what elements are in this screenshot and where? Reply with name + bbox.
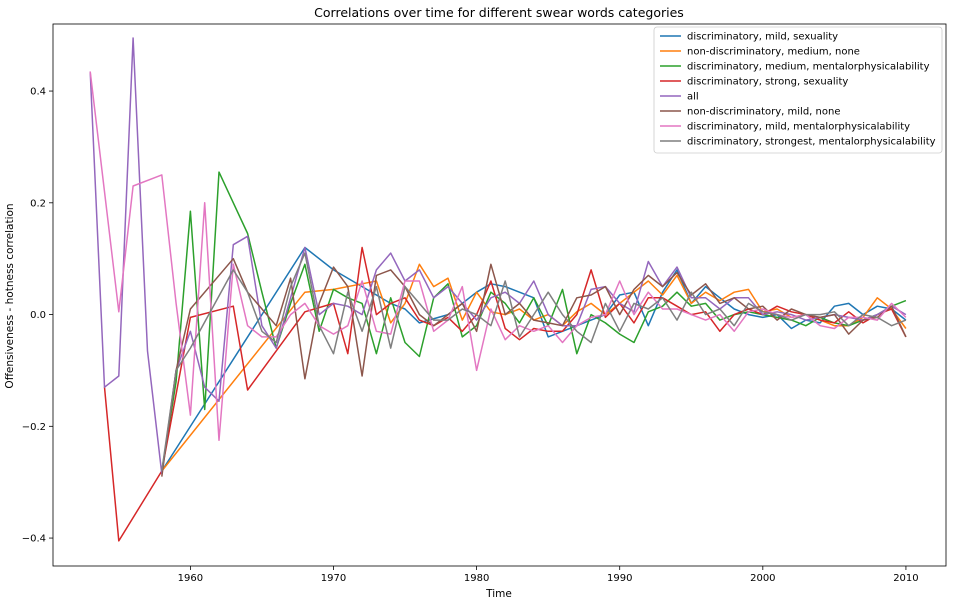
- legend-label: discriminatory, mild, sexuality: [687, 32, 838, 43]
- axes-layer: 1960 1970 1980 1990 2000 2010 −0.4 −0.2 0.0 0.2 0.…: [22, 23, 947, 584]
- x-tick-label: 2010: [893, 573, 918, 584]
- y-tick-label: 0.4: [30, 87, 46, 98]
- x-tick-label: 1960: [178, 573, 203, 584]
- chart-title: Correlations over time for different swe…: [314, 5, 684, 20]
- y-tick-label: −0.4: [22, 534, 46, 545]
- legend-label: discriminatory, medium, mentalorphysical…: [687, 62, 930, 73]
- legend-label: discriminatory, strongest, mentalorphysi…: [687, 137, 936, 148]
- legend: discriminatory, mild, sexuality non-discr…: [653, 26, 943, 154]
- plot-frame: [52, 23, 947, 567]
- y-tick-label: 0.2: [30, 198, 46, 209]
- y-tick-label: 0.0: [30, 310, 46, 321]
- x-tick-label: 1970: [321, 573, 346, 584]
- y-tick-label: −0.2: [22, 422, 46, 433]
- legend-label: discriminatory, strong, sexuality: [687, 77, 848, 88]
- series-line-3: [161, 171, 907, 472]
- series-line-8: [161, 252, 907, 472]
- series-line-6: [161, 257, 907, 477]
- legend-label: all: [687, 92, 699, 103]
- legend-box: [653, 26, 943, 154]
- series-layer: [89, 37, 907, 542]
- legend-label: non-discriminatory, medium, none: [687, 47, 860, 58]
- legend-label: discriminatory, mild, mentalorphysicalab…: [687, 122, 910, 133]
- x-axis-label: Time: [485, 588, 512, 600]
- x-tick-label: 2000: [750, 573, 775, 584]
- x-tick-label: 1980: [464, 573, 489, 584]
- legend-label: non-discriminatory, mild, none: [687, 107, 841, 118]
- y-axis-label: Offensiveness - hotness correlation: [4, 203, 16, 388]
- x-tick-label: 1990: [607, 573, 632, 584]
